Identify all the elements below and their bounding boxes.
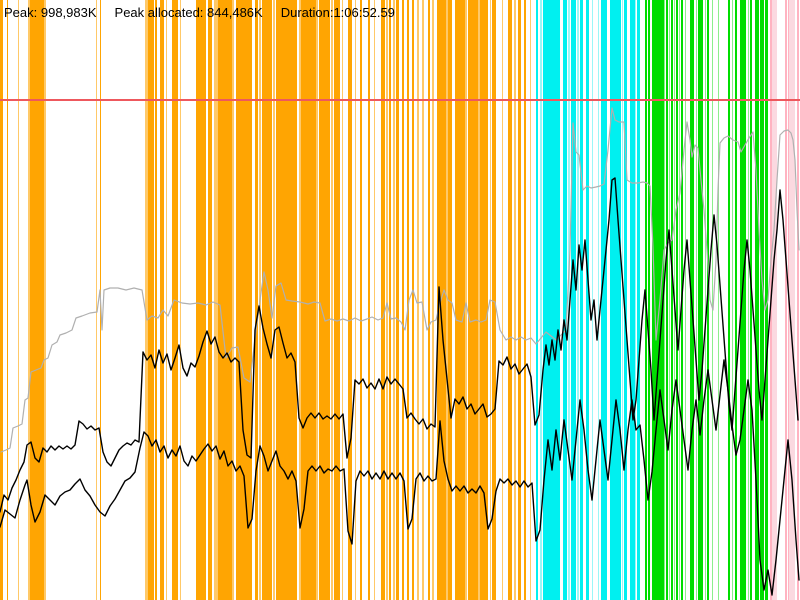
series-used-lower xyxy=(0,359,800,596)
series-used-upper xyxy=(0,177,799,513)
peak-stat: Peak: 998,983K xyxy=(4,5,97,20)
peak-allocated-stat: Peak allocated: 844,486K xyxy=(114,5,263,20)
stats-header: Peak: 998,983K Peak allocated: 844,486K Du… xyxy=(4,5,395,20)
series-allocated-trend xyxy=(0,107,800,453)
band-orange-events xyxy=(0,0,531,600)
duration-stat: Duration:1:06:52.59 xyxy=(280,5,395,20)
